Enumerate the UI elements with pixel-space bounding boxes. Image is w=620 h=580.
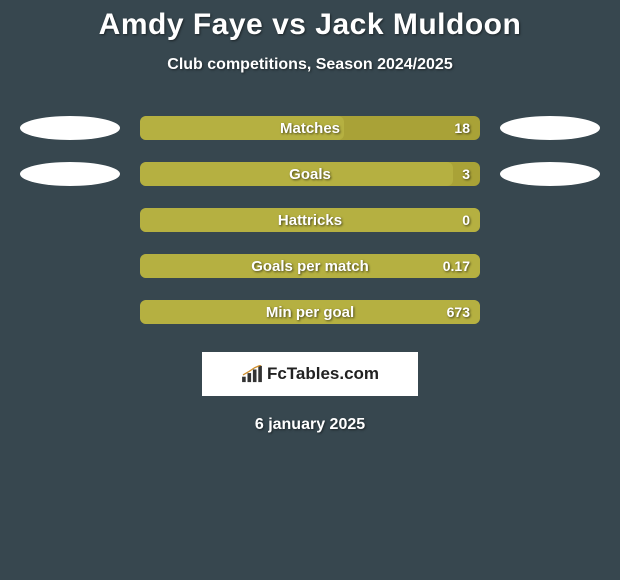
stat-row: Min per goal673 (0, 300, 620, 324)
stat-row: Goals per match0.17 (0, 254, 620, 278)
left-oval (20, 116, 120, 140)
stat-bar: Min per goal673 (140, 300, 480, 324)
stat-bar: Goals per match0.17 (140, 254, 480, 278)
stat-row: Matches18 (0, 116, 620, 140)
stat-value: 673 (447, 300, 470, 324)
date-label: 6 january 2025 (0, 416, 620, 434)
stat-value: 0.17 (443, 254, 470, 278)
stat-row: Goals3 (0, 162, 620, 186)
stat-row: Hattricks0 (0, 208, 620, 232)
stat-value: 3 (462, 162, 470, 186)
logo-box: FcTables.com (202, 352, 418, 396)
subtitle: Club competitions, Season 2024/2025 (0, 56, 620, 74)
stat-value: 18 (454, 116, 470, 140)
stat-label: Min per goal (140, 300, 480, 324)
stat-bar: Hattricks0 (140, 208, 480, 232)
stat-label: Hattricks (140, 208, 480, 232)
stat-label: Goals (140, 162, 480, 186)
bar-chart-icon (241, 365, 263, 383)
right-oval (500, 162, 600, 186)
stat-bar: Matches18 (140, 116, 480, 140)
stat-label: Matches (140, 116, 480, 140)
stat-value: 0 (462, 208, 470, 232)
stat-rows: Matches18 Goals3 Hattricks0 Goals per match… (0, 116, 620, 324)
logo-text: FcTables.com (267, 364, 379, 384)
page-title: Amdy Faye vs Jack Muldoon (0, 8, 620, 42)
stat-label: Goals per match (140, 254, 480, 278)
infographic-container: Amdy Faye vs Jack Muldoon Club competiti… (0, 0, 620, 434)
right-oval (500, 116, 600, 140)
left-oval (20, 162, 120, 186)
stat-bar: Goals3 (140, 162, 480, 186)
